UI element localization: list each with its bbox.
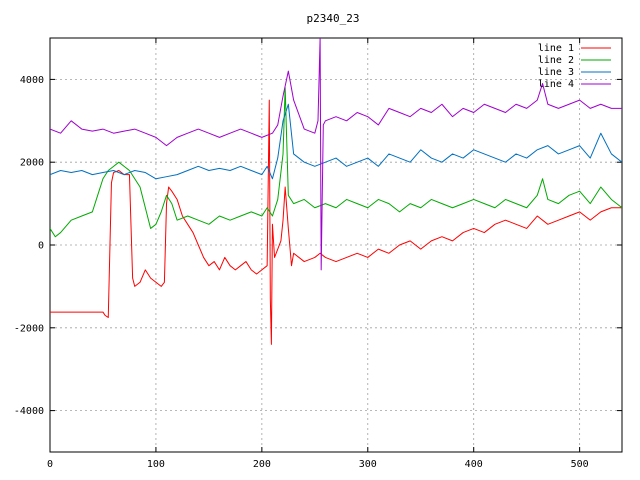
x-tick-label: 300 <box>359 459 377 470</box>
legend-label: line 2 <box>538 55 574 66</box>
y-tick-label: 4000 <box>20 75 44 86</box>
x-tick-label: 400 <box>465 459 483 470</box>
series-line-1 <box>50 99 622 345</box>
x-tick-label: 200 <box>253 459 271 470</box>
legend-label: line 1 <box>538 43 574 54</box>
y-tick-label: -4000 <box>14 406 44 417</box>
x-tick-label: 0 <box>47 459 53 470</box>
legend-label: line 3 <box>538 67 574 78</box>
series-line-4 <box>50 38 622 271</box>
axes: 0 100 200 300 400 500 -4000 -2000 0 2000 4000 <box>14 37 623 470</box>
y-tick-label: 2000 <box>20 158 44 169</box>
series-group <box>50 38 622 345</box>
y-tick-label: 0 <box>38 241 44 252</box>
x-tick-label: 100 <box>147 459 165 470</box>
x-tick-label: 500 <box>571 459 589 470</box>
legend-label: line 4 <box>538 79 574 90</box>
chart-title: p2340_23 <box>307 12 360 25</box>
series-line-3 <box>50 103 622 180</box>
y-tick-label: -2000 <box>14 323 44 334</box>
grid <box>50 38 622 452</box>
